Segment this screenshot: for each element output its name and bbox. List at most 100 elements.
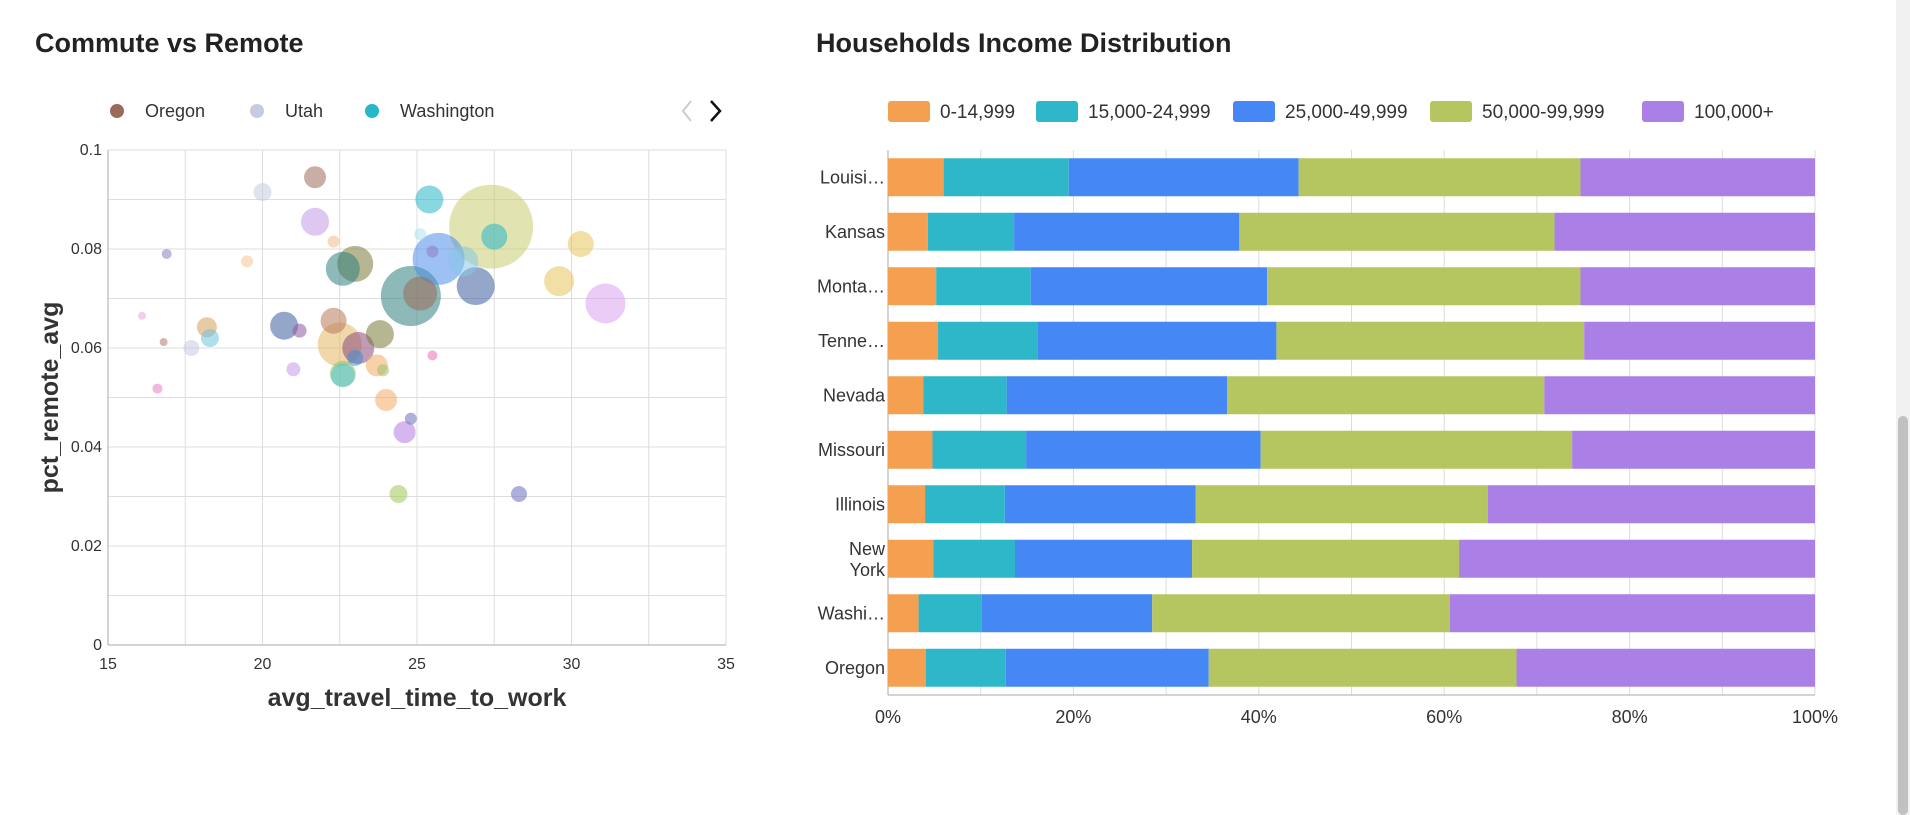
bar-segment (888, 485, 926, 524)
scatter-point (389, 485, 408, 504)
scatter-point (330, 363, 355, 388)
bar-segment (938, 321, 1038, 360)
bar-segment (1572, 430, 1815, 469)
scatter-point (448, 246, 479, 277)
category-label: Oregon (825, 658, 885, 678)
bar-segment (888, 648, 927, 687)
scatter-point (510, 486, 527, 503)
scatter-point (152, 383, 163, 394)
scatter-point (327, 235, 340, 248)
bar-segment (943, 158, 1069, 197)
bar-segment (1544, 376, 1815, 415)
scatter-point (253, 183, 272, 202)
x-axis-title: avg_travel_time_to_work (268, 684, 567, 712)
y-tick-label: 0.1 (80, 142, 102, 159)
x-tick-label: 100% (1792, 707, 1838, 727)
bar-segment (1014, 539, 1193, 578)
bar-segment (1195, 485, 1488, 524)
bar-segment (888, 376, 924, 415)
page-scrollbar-track[interactable] (1896, 0, 1910, 815)
bar-segment (1192, 539, 1460, 578)
bar-segment (1014, 212, 1240, 251)
x-tick-label: 35 (717, 656, 735, 673)
x-tick-label: 40% (1241, 707, 1277, 727)
scatter-point (183, 340, 200, 356)
scatter-point (292, 323, 307, 338)
category-label: Monta… (817, 276, 885, 296)
scatter-chart-title: Commute vs Remote (35, 28, 304, 58)
chevron-right-icon[interactable] (710, 100, 722, 122)
legend-swatch (110, 104, 124, 118)
bar-segment (1459, 539, 1815, 578)
bar-segment (1584, 321, 1815, 360)
category-label: Louisi… (820, 167, 885, 187)
scatter-point (200, 329, 219, 348)
y-tick-label: 0.08 (71, 241, 102, 258)
x-tick-label: 0% (875, 707, 901, 727)
x-tick-label: 80% (1612, 707, 1648, 727)
scatter-point (304, 166, 327, 189)
scatter-point (375, 388, 398, 411)
scatter-point (567, 231, 594, 258)
income-chart-title: Households Income Distribution (816, 28, 1232, 58)
bar-segment (1276, 321, 1585, 360)
category-label: Nevada (823, 385, 886, 405)
scatter-point (347, 349, 364, 366)
x-tick-label: 15 (99, 656, 117, 673)
category-label: Missouri (818, 440, 885, 460)
scatter-point (481, 223, 508, 250)
bar-segment (1004, 485, 1196, 524)
category-label: Kansas (825, 222, 885, 242)
legend-label: Oregon (145, 101, 205, 121)
bar-segment (888, 212, 928, 251)
bar-segment (927, 212, 1015, 251)
bar-segment (1152, 594, 1450, 633)
scatter-point (415, 185, 444, 214)
y-axis-title: pct_remote_avg (36, 302, 64, 494)
x-tick-label: 60% (1426, 707, 1462, 727)
scatter-point (301, 207, 330, 236)
bar-segment (1068, 158, 1299, 197)
legend-swatch (1036, 101, 1078, 122)
scatter-point (377, 364, 390, 377)
y-tick-label: 0.02 (71, 538, 102, 555)
bar-segment (932, 430, 1027, 469)
legend-label: Washington (400, 101, 494, 121)
scatter-point (393, 421, 416, 444)
scatter-point (137, 311, 146, 320)
legend-label: 15,000-24,999 (1088, 102, 1211, 123)
scatter-point (426, 245, 439, 258)
bar-segment (1580, 267, 1815, 306)
bar-segment (1026, 430, 1261, 469)
bar-segment (1260, 430, 1573, 469)
scatter-point (365, 320, 394, 349)
scatter-point (427, 350, 438, 361)
legend-swatch (365, 104, 379, 118)
bar-segment (888, 321, 939, 360)
bar-segment (923, 376, 1007, 415)
bar-segment (888, 430, 933, 469)
bar-segment (1487, 485, 1815, 524)
bar-segment (1005, 648, 1209, 687)
bar-segment (1030, 267, 1268, 306)
y-tick-label: 0.06 (71, 340, 102, 357)
bar-segment (1239, 212, 1555, 251)
scatter-point (161, 248, 172, 259)
scatter-point (544, 266, 575, 297)
bar-segment (926, 648, 1006, 687)
bar-segment (888, 158, 944, 197)
chevron-left-icon[interactable] (681, 100, 692, 122)
legend-label: 25,000-49,999 (1285, 102, 1408, 123)
category-label: New York (849, 539, 886, 580)
bar-segment (1449, 594, 1815, 633)
scatter-point (456, 267, 495, 306)
scatter-point (412, 232, 465, 285)
bar-segment (925, 485, 1005, 524)
x-tick-label: 30 (563, 656, 581, 673)
legend-swatch (250, 104, 264, 118)
bar-segment (1554, 212, 1815, 251)
bar-segment (933, 539, 1015, 578)
page-scrollbar-thumb[interactable] (1898, 416, 1908, 815)
scatter-point (270, 311, 299, 340)
legend-label: 0-14,999 (940, 102, 1015, 123)
